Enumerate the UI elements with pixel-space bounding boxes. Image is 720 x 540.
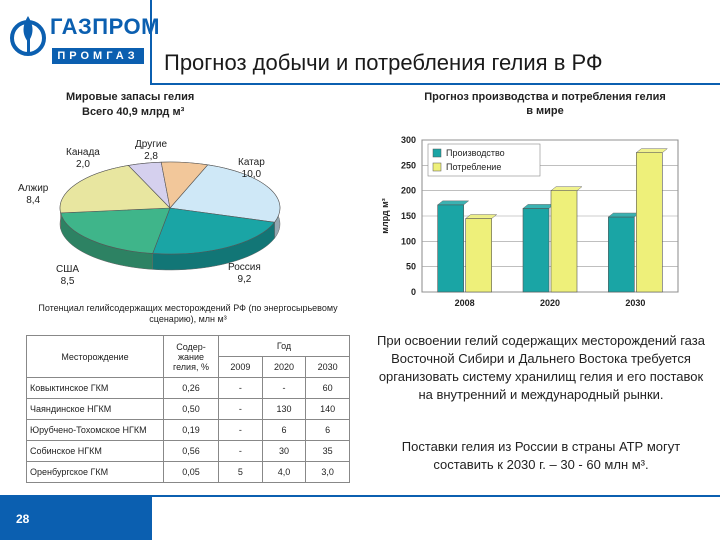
- table-row: Собинское НГКМ 0,56 - 30 35: [26, 440, 350, 462]
- gazprom-flame-icon: [10, 16, 46, 56]
- x-tick-label: 2020: [540, 298, 560, 308]
- bar-top: [522, 204, 555, 209]
- footer-divider: [150, 495, 152, 540]
- logo-line1: ГАЗПРОМ: [50, 14, 160, 39]
- footer-stripe: [0, 495, 150, 540]
- cell-2009: -: [218, 377, 263, 399]
- y-tick-label: 50: [406, 262, 416, 272]
- pie-slice-Катар: [169, 164, 281, 223]
- bar-chart-title: Прогноз производства и потребления гелия…: [424, 91, 666, 117]
- header: ГАЗПРОМ ПРОМГАЗ Прогноз добычи и потребл…: [0, 0, 720, 84]
- cell-name: Оренбургское ГКМ: [26, 461, 164, 483]
- header-year-2009: 2009: [218, 356, 263, 378]
- cell-content: 0,26: [163, 377, 219, 399]
- x-tick-label: 2030: [625, 298, 645, 308]
- deposits-table: Месторождение Содер-жание гелия, % Год 2…: [26, 335, 350, 483]
- pie-label-algeria: Алжир 8,4: [18, 183, 49, 206]
- cell-2030: 35: [305, 440, 350, 462]
- legend-box: [427, 143, 541, 177]
- cell-2009: -: [218, 440, 263, 462]
- y-axis-label: млрд м³: [380, 198, 390, 234]
- y-tick-label: 100: [401, 236, 416, 246]
- cell-name: Собинское НГКМ: [26, 440, 164, 462]
- pie-slice-США: [60, 207, 171, 254]
- pie-label-russia: Россия 9,2: [228, 262, 261, 285]
- bar-top: [635, 148, 669, 153]
- header-year-2020: 2020: [261, 356, 307, 378]
- bar-Производство-2030: [608, 216, 635, 293]
- cell-content: 0,19: [163, 419, 219, 441]
- cell-name: Чаяндинское НГКМ: [26, 398, 164, 420]
- pie-label-qatar: Катар 10,0: [238, 157, 265, 180]
- cell-2020: 30: [261, 440, 307, 462]
- table-header-row: Месторождение Содер-жание гелия, % Год: [26, 335, 350, 378]
- header-content: Содер-жание гелия, %: [163, 335, 219, 378]
- cell-name: Ковыктинское ГКМ: [26, 377, 164, 399]
- cell-2009: 5: [218, 461, 263, 483]
- y-tick-label: 200: [401, 186, 416, 196]
- legend-swatch: [432, 162, 442, 172]
- pie-slice-Другие: [160, 161, 209, 209]
- cell-content: 0,56: [163, 440, 219, 462]
- bar-top: [436, 200, 470, 206]
- pie-label-canada: Канада 2,0: [66, 147, 100, 170]
- body-paragraph-2: Поставки гелия из России в страны АТР мо…: [401, 439, 681, 472]
- bar-top: [550, 186, 583, 191]
- pie-label-usa: США 8,5: [56, 264, 80, 287]
- cell-2020: 6: [261, 419, 307, 441]
- table-row: Юрубчено-Тохомское НГКМ 0,19 - 6 6: [26, 419, 350, 441]
- company-logo: ГАЗПРОМ ПРОМГАЗ: [0, 0, 159, 84]
- pie-slice-Россия: [152, 207, 276, 255]
- y-tick-label: 0: [411, 287, 416, 297]
- legend-label: Производство: [446, 148, 505, 158]
- body-paragraph-1: При освоении гелий содержащих месторожде…: [377, 333, 705, 402]
- bar-chart: 0 50 100 150 200 250 300 млрд м³ 2008 2020 2030 Про…: [380, 135, 679, 308]
- page-title: Прогноз добычи и потребления гелия в РФ: [164, 50, 603, 75]
- table-row: Оренбургское ГКМ 0,05 5 4,0 3,0: [26, 461, 350, 483]
- cell-content: 0,05: [163, 461, 219, 483]
- table-subheader-row: 2009 2020 2030: [27, 356, 350, 378]
- y-tick-label: 250: [401, 160, 416, 170]
- legend-label: Потребление: [446, 162, 501, 172]
- cell-2020: -: [261, 377, 307, 399]
- header-divider: [150, 0, 152, 84]
- y-tick-label: 300: [401, 135, 416, 145]
- bar-Производство-2008: [437, 204, 464, 293]
- pie-title: Мировые запасы гелия: [66, 91, 195, 103]
- table-caption: Потенциал гелийсодержащих месторождений …: [38, 303, 338, 324]
- cell-2009: -: [218, 398, 263, 420]
- pie-label-other: Другие 2,8: [135, 139, 168, 162]
- cell-2030: 140: [305, 398, 350, 420]
- bar-Потребление-2030: [636, 152, 663, 293]
- cell-2020: 4,0: [261, 461, 307, 483]
- header-year: Год: [218, 335, 350, 357]
- table-row: Ковыктинское ГКМ 0,26 - - 60: [26, 377, 350, 399]
- cell-name: Юрубчено-Тохомское НГКМ: [26, 419, 164, 441]
- logo-line2: ПРОМГАЗ: [52, 48, 144, 64]
- page-number: 28: [16, 512, 30, 526]
- pie-chart: [59, 161, 281, 271]
- cell-2030: 60: [305, 377, 350, 399]
- bar-Потребление-2020: [550, 190, 578, 293]
- table-row: Чаяндинское НГКМ 0,50 - 130 140: [26, 398, 350, 420]
- bar-Потребление-2008: [465, 218, 492, 293]
- cell-2020: 130: [261, 398, 307, 420]
- cell-2030: 6: [305, 419, 350, 441]
- footer-line: [150, 495, 720, 497]
- bar-Производство-2020: [522, 208, 550, 293]
- cell-2009: -: [218, 419, 263, 441]
- pie-slice-Алжир: [59, 165, 171, 214]
- header-year-2030: 2030: [305, 356, 350, 378]
- cell-2030: 3,0: [305, 461, 350, 483]
- y-tick-label: 150: [401, 211, 416, 221]
- title-underline: [150, 83, 720, 85]
- legend-swatch: [432, 148, 442, 158]
- bar-top: [607, 212, 641, 218]
- bar-top: [464, 214, 498, 219]
- header-field: Месторождение: [26, 335, 164, 378]
- cell-content: 0,50: [163, 398, 219, 420]
- pie-subtitle: Всего 40,9 млрд м³: [82, 106, 185, 118]
- x-tick-label: 2008: [455, 298, 475, 308]
